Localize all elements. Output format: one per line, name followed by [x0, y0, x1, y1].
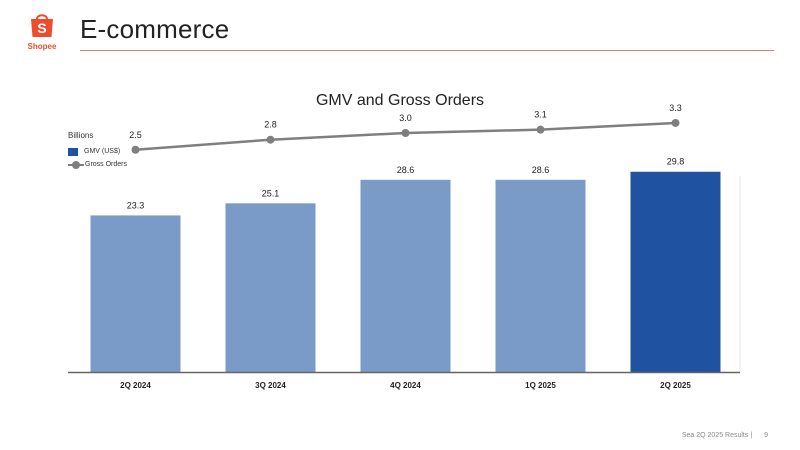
orders-point-2	[401, 129, 410, 137]
page-number: 9	[764, 432, 768, 439]
bar-label-4: 29.8	[667, 157, 685, 167]
units-label: Billions	[68, 131, 94, 140]
bar-label-0: 23.3	[127, 200, 145, 210]
footer-source: Sea 2Q 2025 Results |	[681, 432, 753, 439]
orders-point-0	[131, 145, 140, 154]
orders-label-3: 3.1	[534, 110, 547, 120]
footer: Sea 2Q 2025 Results | 9	[672, 432, 768, 439]
bar-3	[495, 179, 586, 372]
legend-item-gmv: GMV (US$)	[68, 145, 127, 158]
orders-label-0: 2.5	[129, 130, 142, 140]
legend-item-orders: Gross Orders	[68, 158, 127, 171]
shopping-bag-icon: S	[31, 14, 53, 37]
title-divider	[80, 50, 774, 51]
bar-4	[630, 171, 721, 372]
svg-text:S: S	[37, 20, 46, 36]
bar-label-1: 25.1	[262, 188, 280, 198]
orders-label-4: 3.3	[669, 103, 682, 113]
legend-swatch-line	[68, 160, 84, 169]
x-tick-label-1: 3Q 2024	[255, 381, 286, 390]
bar-2	[360, 179, 451, 372]
x-tick-label-0: 2Q 2024	[120, 381, 151, 390]
orders-point-4	[671, 118, 680, 127]
orders-point-3	[536, 125, 545, 134]
logo-text: Shopee	[27, 42, 57, 51]
bar-label-3: 28.6	[532, 165, 550, 175]
orders-label-2: 3.0	[399, 113, 412, 123]
bar-label-2: 28.6	[397, 165, 415, 175]
x-tick-label-4: 2Q 2025	[660, 381, 691, 390]
legend-swatch-bar	[68, 147, 78, 156]
x-tick-label-2: 4Q 2024	[390, 381, 421, 390]
orders-label-1: 2.8	[264, 120, 277, 130]
legend-label-gmv: GMV (US$)	[84, 148, 121, 155]
page-title: E-commerce	[80, 14, 230, 44]
chart-title: GMV and Gross Orders	[315, 92, 485, 109]
x-tick-label-3: 1Q 2025	[525, 381, 556, 390]
bar-0	[90, 215, 181, 372]
legend-label-orders: Gross Orders	[85, 161, 128, 168]
shopee-logo: S Shopee	[22, 10, 62, 52]
orders-point-1	[266, 135, 275, 144]
chart-legend: GMV (US$) Gross Orders	[68, 145, 127, 171]
bar-1	[225, 203, 316, 372]
